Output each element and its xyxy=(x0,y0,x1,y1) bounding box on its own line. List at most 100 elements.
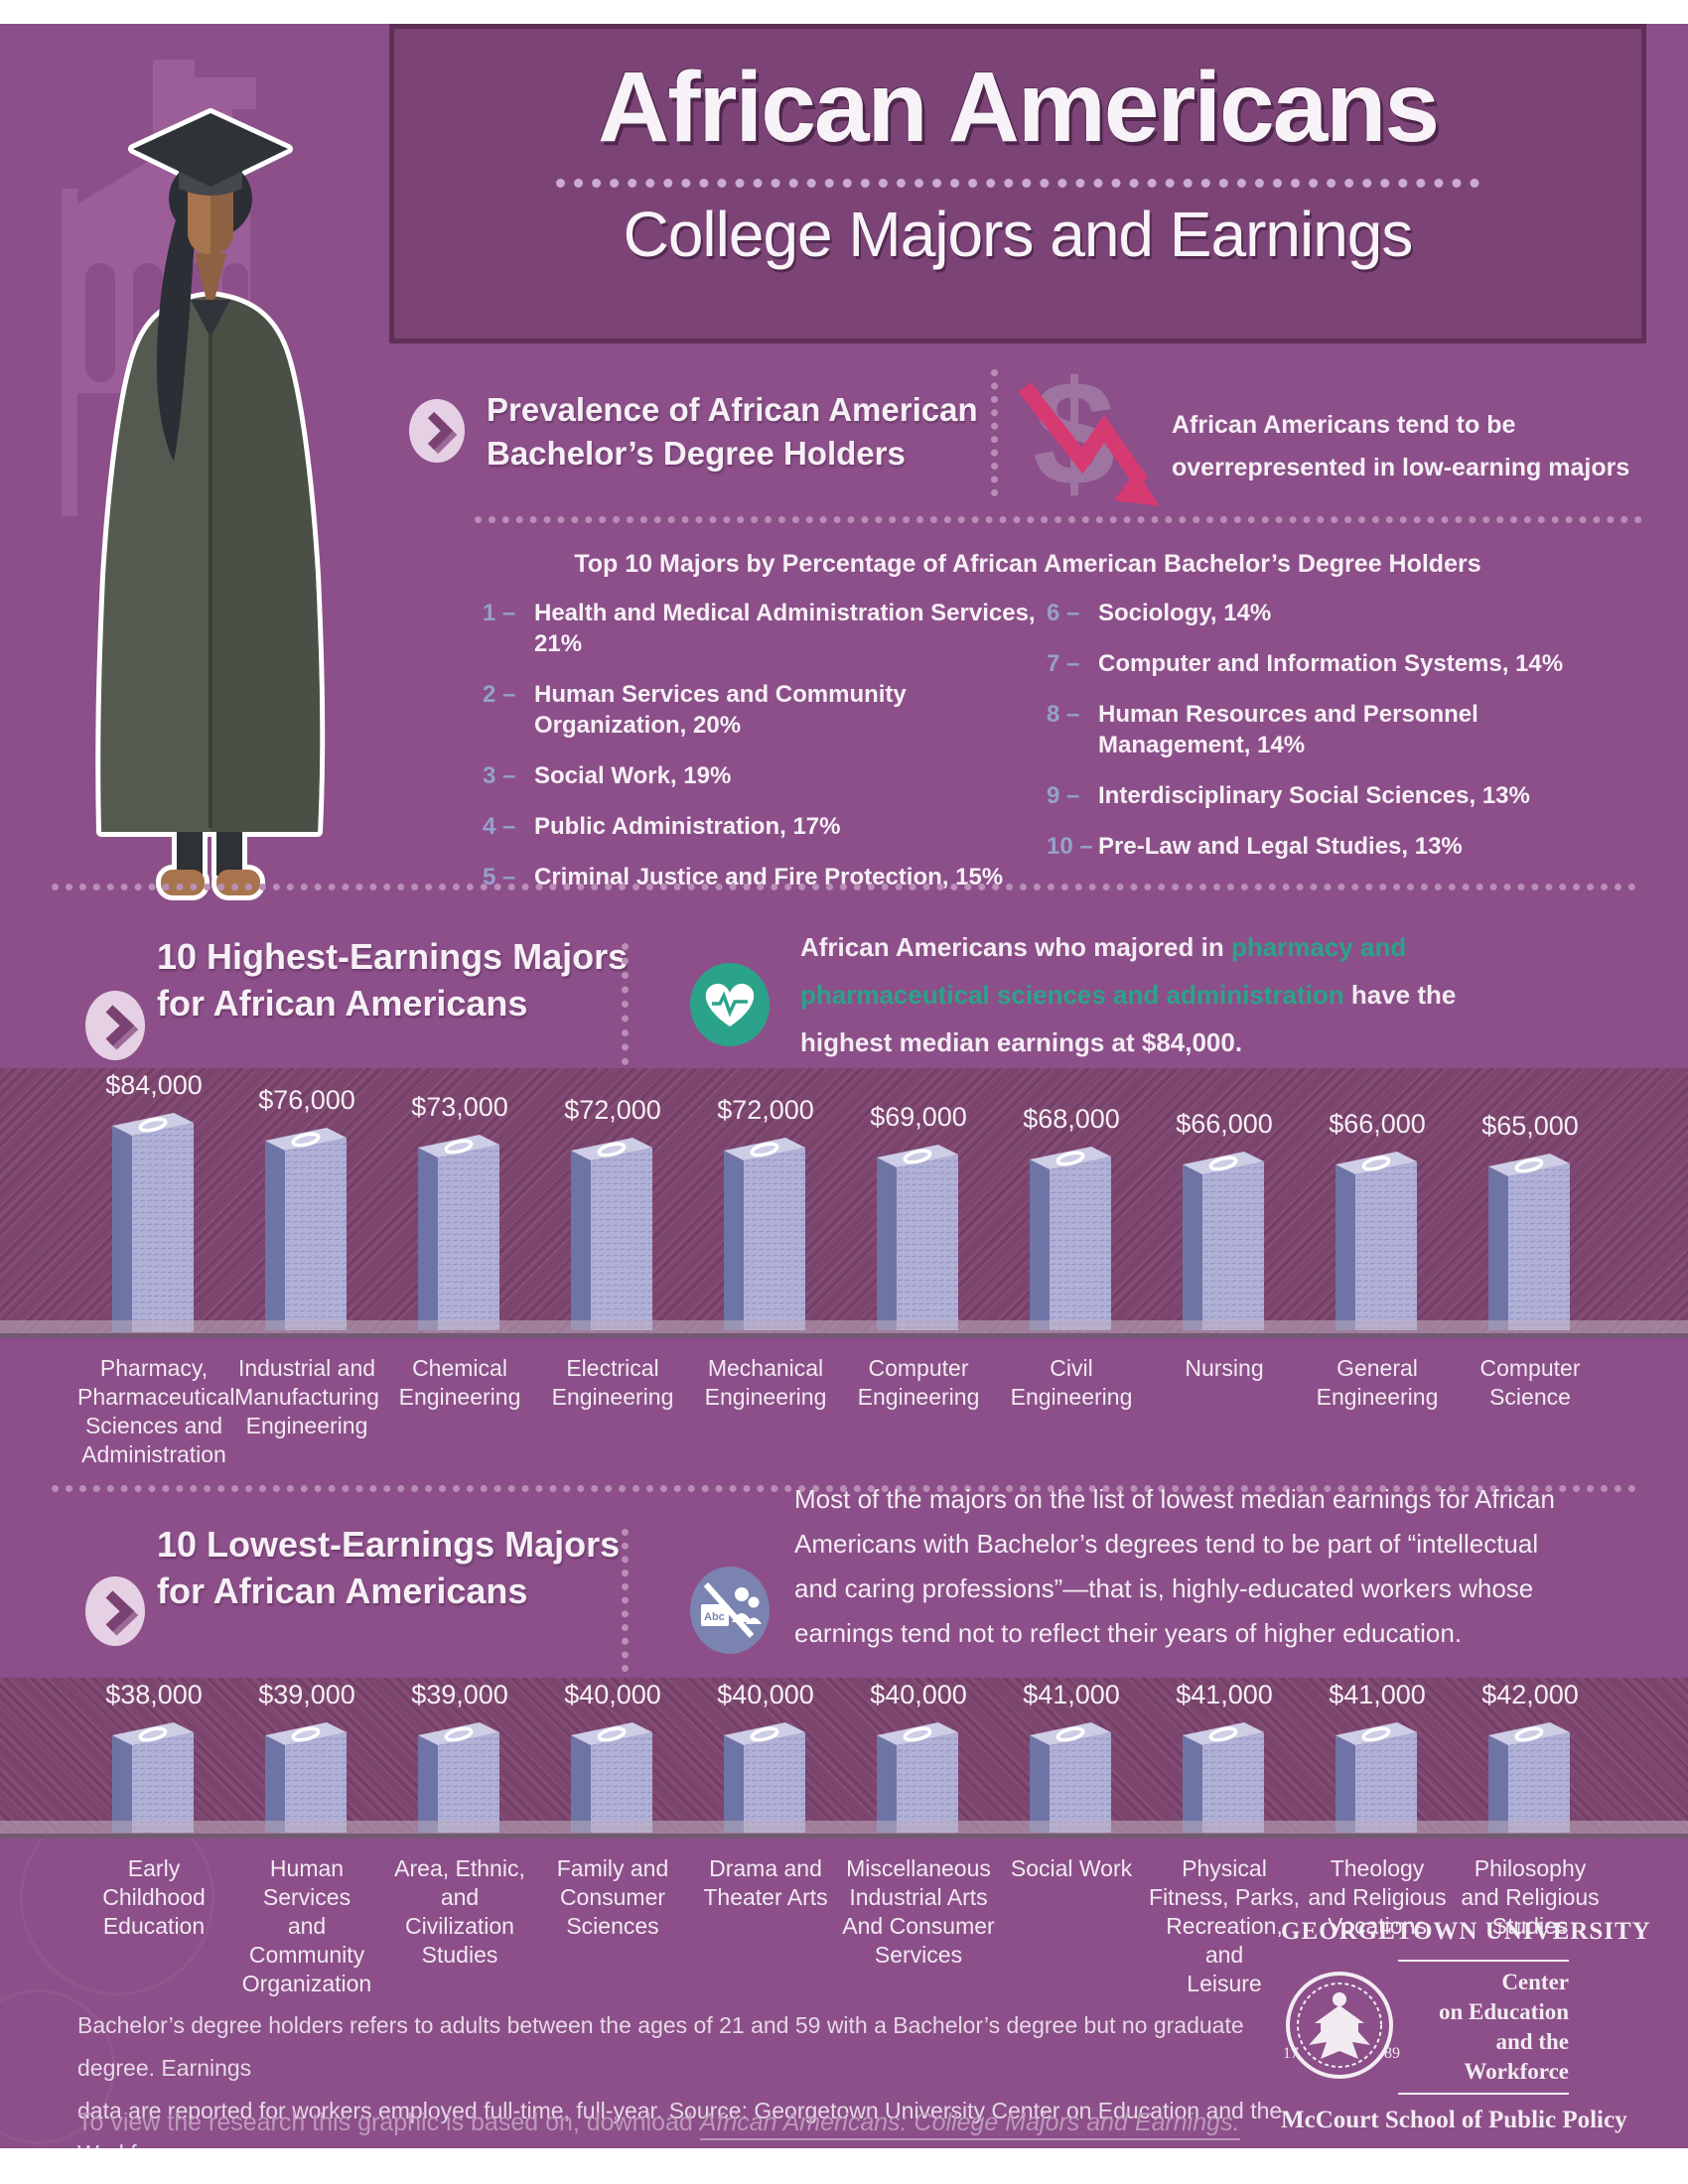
bars-row: $38,000 $39,000 $39,000 $40,000 xyxy=(77,1678,1607,1839)
list-item: 1 – Health and Medical Administration Ser… xyxy=(483,598,1039,659)
list-item-number: 6 – xyxy=(1047,600,1080,626)
category-labels-row: Pharmacy, Pharmaceutical Sciences and Ad… xyxy=(77,1354,1607,1469)
bar-slot: $40,000 xyxy=(842,1678,995,1839)
bar xyxy=(571,1138,652,1330)
bar-slot: $68,000 xyxy=(995,1068,1148,1338)
georgetown-seal xyxy=(1286,1972,1393,2079)
bar-value-label: $41,000 xyxy=(1176,1680,1273,1709)
list-item-text: Social Work, 19% xyxy=(534,762,732,789)
list-item: 4 – Public Administration, 17% xyxy=(483,811,1039,842)
bar-value-label: $39,000 xyxy=(411,1680,508,1709)
bar-slot: $66,000 xyxy=(1301,1068,1454,1338)
bar-value-label: $40,000 xyxy=(870,1680,967,1709)
bar-category-label: Theology and Religious Vocations xyxy=(1308,1855,1447,1939)
bar-slot: $39,000 xyxy=(383,1678,536,1839)
bar-slot: $41,000 xyxy=(995,1678,1148,1839)
list-item: 10 – Pre-Law and Legal Studies, 13% xyxy=(1047,831,1642,862)
list-item-text: Health and Medical Administration Servic… xyxy=(534,600,1036,657)
bar-category-label: Computer Engineering xyxy=(857,1355,980,1410)
list-item-number: 1 – xyxy=(483,600,516,626)
bar-value-label: $65,000 xyxy=(1481,1111,1579,1141)
bar-category-label: Family and Consumer Sciences xyxy=(556,1855,669,1939)
chart-floor xyxy=(0,1821,1688,1839)
chevron-right-icon xyxy=(85,991,145,1060)
university-name: GEORGETOWN UNIVERSITY xyxy=(1281,1918,1651,1945)
bar-category-label: General Engineering xyxy=(1316,1355,1439,1410)
bar-value-label: $66,000 xyxy=(1176,1109,1273,1139)
dotted-divider xyxy=(52,1485,1636,1492)
list-item: 9 – Interdisciplinary Social Sciences, 13… xyxy=(1047,780,1642,811)
bar xyxy=(1336,1722,1417,1833)
bar-category-label: Nursing xyxy=(1185,1355,1264,1381)
chart-floor xyxy=(0,1320,1688,1338)
georgetown-logo: GEORGETOWN UNIVERSITY Center on Educatio… xyxy=(1281,1918,1651,2133)
list-item-number: 3 – xyxy=(483,762,516,789)
bar-slot: $84,000 xyxy=(77,1068,230,1338)
bar-value-label: $41,000 xyxy=(1329,1680,1426,1709)
bar xyxy=(418,1722,499,1833)
bar-slot: $38,000 xyxy=(77,1678,230,1839)
bar-slot: $42,000 xyxy=(1454,1678,1607,1839)
bar-value-label: $68,000 xyxy=(1023,1104,1120,1134)
bar-value-label: $39,000 xyxy=(258,1680,355,1709)
heart-pulse-icon xyxy=(690,963,770,1046)
bar-category-label: Early Childhood Education xyxy=(102,1855,206,1939)
list-item-number: 9 – xyxy=(1047,782,1080,809)
highest-earnings-note: African Americans who majored in pharmac… xyxy=(800,932,1457,1057)
list-item: 7 – Computer and Information Systems, 14% xyxy=(1047,648,1642,679)
bar-slot: $39,000 xyxy=(230,1678,383,1839)
top10-list-right: 6 – Sociology, 14% 7 – Computer and Informa… xyxy=(1047,598,1642,862)
bar-category-label: Pharmacy, Pharmaceutical Sciences and Ad… xyxy=(77,1355,235,1467)
bar xyxy=(571,1722,652,1833)
list-item-text: Interdisciplinary Social Sciences, 13% xyxy=(1098,782,1530,809)
bar xyxy=(112,1722,194,1833)
bar-value-label: $66,000 xyxy=(1329,1109,1426,1139)
bar xyxy=(1488,1154,1570,1330)
bar-category-label: Mechanical Engineering xyxy=(704,1355,827,1410)
list-item-text: Pre-Law and Legal Studies, 13% xyxy=(1098,833,1463,860)
bar xyxy=(265,1128,347,1330)
bar-category-label: Social Work xyxy=(1010,1855,1133,1881)
list-item-text: Public Administration, 17% xyxy=(534,813,841,840)
bar-slot: $41,000 xyxy=(1301,1678,1454,1839)
bar-value-label: $40,000 xyxy=(717,1680,814,1709)
bar-category-label: Human Services and Community Organizatio… xyxy=(241,1855,372,1996)
bar-category-label: Drama and Theater Arts xyxy=(703,1855,828,1910)
dollar-decline-icon: $ xyxy=(1015,349,1174,516)
bar xyxy=(1030,1147,1111,1330)
bar xyxy=(877,1145,958,1330)
bar-category-label: Computer Science xyxy=(1479,1355,1581,1410)
lowest-earnings-chart: $38,000 $39,000 $39,000 $40,000 xyxy=(0,1678,1688,1996)
bar-category-label: Civil Engineering xyxy=(1010,1355,1133,1410)
bar-value-label: $38,000 xyxy=(105,1680,203,1709)
bar-value-label: $84,000 xyxy=(105,1070,203,1100)
list-item: 3 – Social Work, 19% xyxy=(483,760,1039,791)
lowest-earnings-note: Most of the majors on the list of lowest… xyxy=(794,1484,1555,1648)
list-item-text: Computer and Information Systems, 14% xyxy=(1098,650,1564,677)
bar-slot: $72,000 xyxy=(536,1068,689,1338)
report-link[interactable]: African Americans: College Majors and Ea… xyxy=(699,2109,1240,2140)
dotted-divider xyxy=(475,516,1642,523)
teaching-professions-icon: Abc xyxy=(690,1567,770,1654)
list-item-text: Human Services and Community Organizatio… xyxy=(534,681,907,739)
list-item-text: Sociology, 14% xyxy=(1098,600,1272,626)
chevron-right-icon xyxy=(85,1576,145,1646)
page-subtitle: College Majors and Earnings xyxy=(623,199,1414,270)
bar-value-label: $69,000 xyxy=(870,1102,967,1132)
bar-value-label: $72,000 xyxy=(717,1095,814,1125)
figure-fills xyxy=(100,113,321,895)
bar xyxy=(1030,1722,1111,1833)
bar xyxy=(1183,1152,1264,1330)
center-name: Center on Education and the Workforce xyxy=(1398,1954,1569,2101)
bar-slot: $40,000 xyxy=(536,1678,689,1839)
bar-value-label: $40,000 xyxy=(564,1680,661,1709)
bar-value-label: $42,000 xyxy=(1481,1680,1579,1709)
highest-earnings-chart: $84,000 $76,000 $73,000 $72,000 xyxy=(0,1068,1688,1485)
bar-value-label: $73,000 xyxy=(411,1092,508,1122)
bar-category-label: Electrical Engineering xyxy=(551,1355,674,1410)
bar-slot: $41,000 xyxy=(1148,1678,1301,1839)
bar xyxy=(1183,1722,1264,1833)
bar-category-label: Chemical Engineering xyxy=(398,1355,521,1410)
bar xyxy=(1336,1152,1417,1330)
